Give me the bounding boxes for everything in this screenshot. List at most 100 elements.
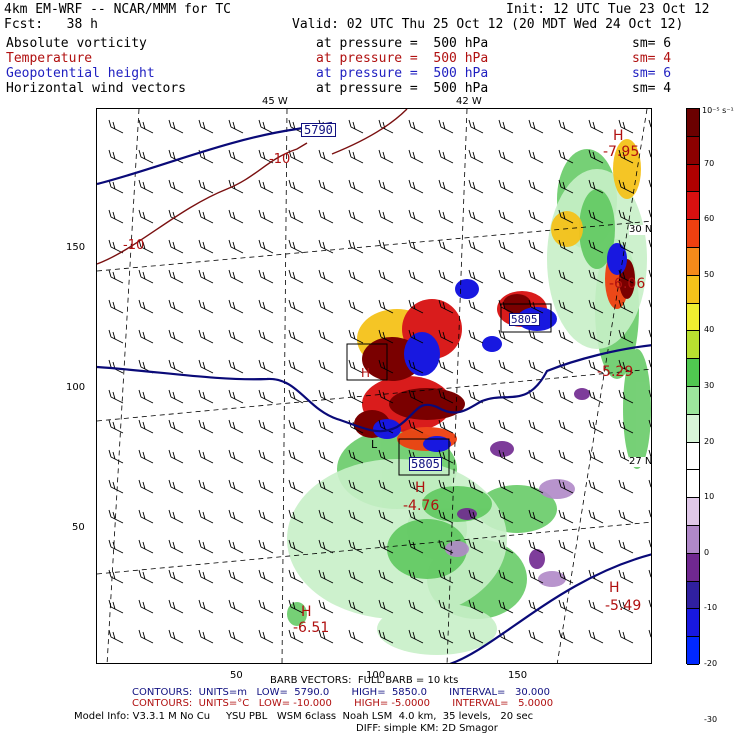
- wind-barb: [228, 149, 244, 164]
- colorbar-label: -20: [704, 659, 718, 668]
- wind-barb: [198, 239, 214, 254]
- map-panel[interactable]: 5790 -10 -10 H -7.95 -6.06 5805 -5.29 H …: [96, 108, 652, 664]
- field-sm-vorticity: sm= 6: [632, 36, 672, 51]
- lat-label-27n: 27 N: [629, 456, 652, 467]
- wind-barb: [648, 119, 651, 128]
- wind-barb: [558, 509, 574, 524]
- wind-barb: [438, 329, 454, 344]
- wind-barb: [618, 419, 634, 434]
- height-label-5805-b: 5805: [409, 457, 442, 471]
- wind-barb: [318, 149, 334, 164]
- wind-barb: [258, 299, 274, 314]
- wind-barb: [588, 509, 604, 524]
- wind-barb: [108, 359, 124, 374]
- wind-barb: [258, 269, 274, 284]
- wind-barb: [438, 269, 454, 284]
- colorbar-swatch: [687, 359, 699, 387]
- temp-label-minus10-b: -10: [123, 238, 145, 253]
- wind-barb: [288, 269, 304, 284]
- high-marker-3: H: [415, 480, 426, 496]
- wind-barb: [318, 359, 334, 374]
- wind-barb: [108, 119, 124, 134]
- wind-barb: [138, 209, 154, 224]
- wind-barb: [288, 389, 304, 404]
- field-sm-temperature: sm= 4: [632, 51, 672, 66]
- wind-barb: [498, 569, 514, 584]
- wind-barb: [348, 569, 364, 584]
- wind-barb: [588, 359, 604, 374]
- colorbar-label: -30: [704, 714, 718, 724]
- wind-barb: [258, 239, 274, 254]
- wind-barb: [498, 509, 514, 524]
- wind-barb: [648, 239, 651, 248]
- wind-barb: [108, 629, 124, 644]
- wind-barb: [318, 629, 334, 644]
- temp-label-minus5-29: -5.29: [597, 364, 634, 380]
- wind-barb: [258, 389, 274, 404]
- wind-barb: [258, 479, 274, 494]
- field-name-geopotential: Geopotential height: [6, 66, 155, 81]
- wind-barb: [468, 299, 484, 314]
- wind-barb: [168, 419, 184, 434]
- wind-barb: [258, 539, 274, 554]
- wind-barb: [258, 209, 274, 224]
- wind-barb: [288, 599, 304, 614]
- wind-barb: [408, 389, 424, 404]
- wind-barb: [438, 539, 454, 554]
- field-name-temperature: Temperature: [6, 51, 93, 66]
- wind-barb: [288, 539, 304, 554]
- wind-barb: [168, 269, 184, 284]
- wind-barb: [408, 359, 424, 374]
- wind-barb: [288, 359, 304, 374]
- wind-barb: [408, 599, 424, 614]
- wind-barbs: [108, 119, 651, 644]
- wind-barb: [408, 569, 424, 584]
- field-name-wind: Horizontal wind vectors: [6, 81, 187, 96]
- colorbar-unit: 10⁻⁵ s⁻¹: [702, 106, 734, 115]
- wind-barb: [558, 329, 574, 344]
- wind-barb: [618, 389, 634, 404]
- wind-barb: [228, 539, 244, 554]
- wind-barb: [588, 449, 604, 464]
- wind-barb: [198, 509, 214, 524]
- wind-barb: [618, 599, 634, 614]
- wind-barb: [108, 509, 124, 524]
- wind-barb: [648, 269, 651, 278]
- wind-barb: [618, 479, 634, 494]
- wind-barb: [648, 149, 651, 158]
- wind-barb: [588, 179, 604, 194]
- wind-barb: [498, 479, 514, 494]
- field-name-vorticity: Absolute vorticity: [6, 36, 147, 51]
- wind-barb: [498, 599, 514, 614]
- wind-barb: [258, 599, 274, 614]
- wind-barb: [198, 179, 214, 194]
- colorbar-swatch: [687, 136, 699, 165]
- wind-barb: [468, 419, 484, 434]
- wind-barb: [378, 509, 394, 524]
- wind-barb: [228, 419, 244, 434]
- colorbar-label: 50: [704, 269, 715, 279]
- wind-barb: [138, 509, 154, 524]
- wind-barb: [438, 299, 454, 314]
- wind-barb: [258, 629, 274, 644]
- wind-barb: [618, 539, 634, 554]
- colorbar-swatch: [687, 609, 699, 638]
- wind-barb: [468, 449, 484, 464]
- wind-barb: [588, 269, 604, 284]
- wind-barb: [588, 149, 604, 164]
- wind-barb: [108, 569, 124, 584]
- wind-barb: [528, 539, 544, 554]
- wind-barb: [378, 269, 394, 284]
- wind-barb: [228, 479, 244, 494]
- wind-barb: [378, 329, 394, 344]
- high-marker-5: H: [301, 604, 312, 620]
- wind-barb: [168, 179, 184, 194]
- wind-barb: [348, 389, 364, 404]
- height-label-5805-a: 5805: [509, 313, 540, 326]
- geopotential-contours: [97, 121, 651, 663]
- wind-barb: [408, 539, 424, 554]
- wind-barb: [168, 359, 184, 374]
- field-level-vorticity: at pressure = 500 hPa: [316, 36, 489, 51]
- wind-barb: [558, 599, 574, 614]
- wind-barb: [168, 389, 184, 404]
